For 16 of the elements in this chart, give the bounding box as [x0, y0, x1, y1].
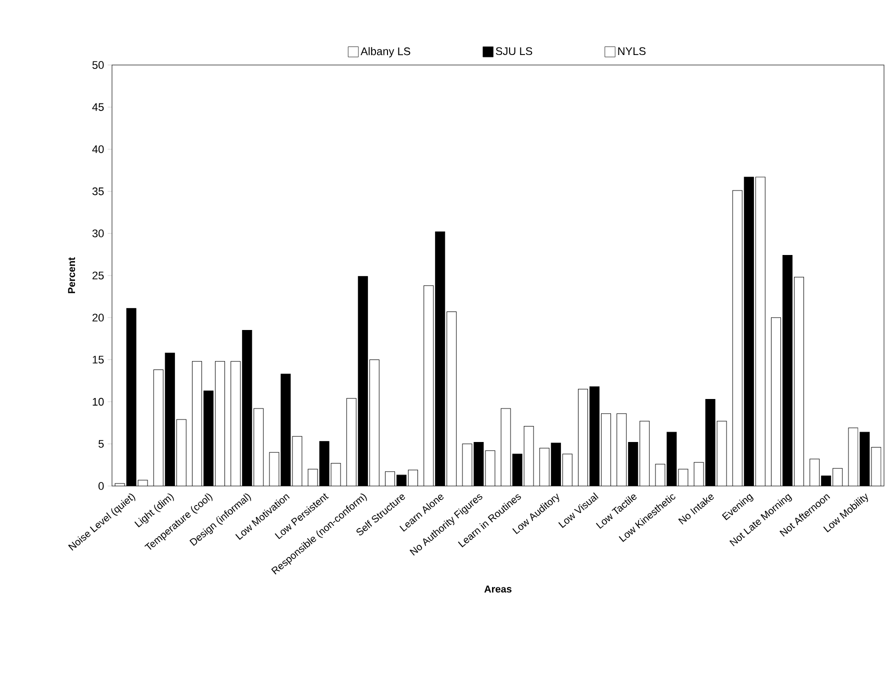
y-tick-label: 25: [92, 272, 104, 280]
y-tick-label: 10: [92, 398, 104, 406]
y-axis-title: Percent: [68, 257, 76, 294]
y-tick-label: 50: [92, 61, 104, 69]
y-tick-label: 30: [92, 230, 104, 238]
y-tick-label: 15: [92, 356, 104, 364]
y-tick-label: 45: [92, 103, 104, 111]
legend-label: NYLS: [618, 47, 646, 56]
y-tick-label: 35: [92, 187, 104, 196]
y-tick-label: 0: [98, 482, 104, 490]
y-tick-label: 5: [98, 440, 104, 448]
y-tick-label: 40: [92, 145, 104, 154]
legend-label: SJU LS: [496, 47, 532, 56]
x-axis-title: Areas: [484, 586, 512, 593]
y-tick-label: 20: [92, 314, 104, 322]
legend-label: Albany LS: [360, 47, 410, 58]
